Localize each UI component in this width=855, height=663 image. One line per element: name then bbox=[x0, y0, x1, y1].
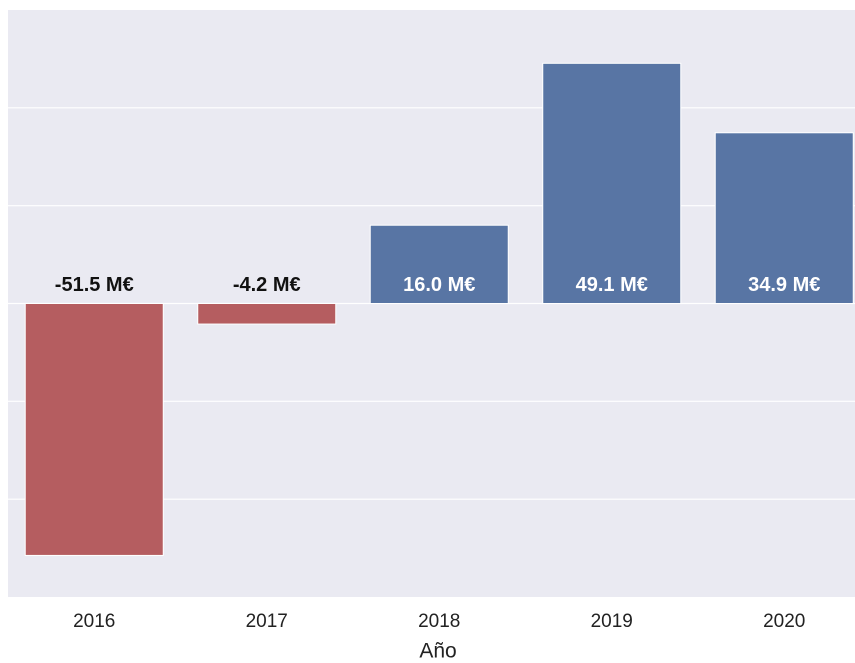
value-label: -51.5 M€ bbox=[55, 274, 134, 296]
bar bbox=[197, 303, 337, 325]
x-tick-label: 2020 bbox=[763, 611, 805, 632]
x-tick-label: 2016 bbox=[73, 611, 115, 632]
x-tick-label: 2018 bbox=[418, 611, 460, 632]
x-tick-label: 2019 bbox=[591, 611, 633, 632]
value-label: 34.9 M€ bbox=[748, 274, 820, 296]
bar bbox=[369, 224, 509, 305]
bar bbox=[542, 62, 682, 304]
value-label: 49.1 M€ bbox=[576, 274, 648, 296]
x-tick-label: 2017 bbox=[246, 611, 288, 632]
bar bbox=[24, 303, 164, 556]
value-label: 16.0 M€ bbox=[403, 274, 475, 296]
x-axis-label: Año bbox=[419, 640, 456, 663]
bar bbox=[714, 132, 854, 304]
value-label: -4.2 M€ bbox=[233, 274, 301, 296]
